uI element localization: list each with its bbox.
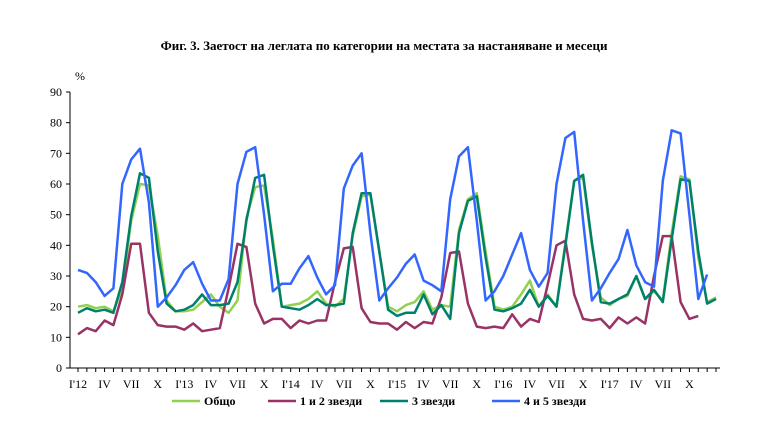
x-tick-label: X xyxy=(153,377,162,391)
x-tick-label: I'15 xyxy=(388,377,406,391)
legend-label-2: 1 и 2 звезди xyxy=(300,394,362,408)
series-group xyxy=(77,129,717,336)
x-tick-label: IV xyxy=(524,377,537,391)
x-tick-label: X xyxy=(685,377,694,391)
x-tick-label: VII xyxy=(654,377,671,391)
series-line-4 xyxy=(77,129,709,308)
y-tick-label: 60 xyxy=(50,177,62,191)
y-tick-label: 70 xyxy=(50,146,62,160)
y-tick-label: 0 xyxy=(56,361,62,375)
y-tick-label: 30 xyxy=(50,269,62,283)
x-tick-label: X xyxy=(472,377,481,391)
x-tick-label: IV xyxy=(311,377,324,391)
legend-label-4: 4 и 5 звезди xyxy=(524,394,586,408)
x-tick-label: I'14 xyxy=(282,377,300,391)
x-tick-label: X xyxy=(366,377,375,391)
series-line-3 xyxy=(77,172,717,321)
x-axis-ticks: I'12 IV VII X I'13 IV VII X I'14 IV VII X I'15 IV VII X… xyxy=(69,368,717,391)
x-tick-label: I'12 xyxy=(69,377,87,391)
x-tick-label: I'17 xyxy=(601,377,619,391)
x-tick-label: VII xyxy=(335,377,352,391)
x-tick-label: IV xyxy=(98,377,111,391)
series-line-1 xyxy=(77,175,717,315)
y-tick-label: 80 xyxy=(50,116,62,130)
legend-label-1: Общо xyxy=(204,394,235,408)
x-tick-label: X xyxy=(579,377,588,391)
x-tick-label: I'16 xyxy=(494,377,512,391)
x-tick-label: X xyxy=(260,377,269,391)
y-tick-label: 40 xyxy=(50,238,62,252)
y-tick-label: 90 xyxy=(50,85,62,99)
x-tick-label: I'13 xyxy=(175,377,193,391)
legend-label-3: 3 звезди xyxy=(412,394,455,408)
x-tick-label: VII xyxy=(123,377,140,391)
y-axis-ticks: 0 10 20 30 40 50 60 70 80 90 xyxy=(50,85,70,375)
x-tick-label: IV xyxy=(205,377,218,391)
x-tick-label: VII xyxy=(229,377,246,391)
y-tick-label: 20 xyxy=(50,300,62,314)
series-line-2 xyxy=(77,234,699,336)
axes xyxy=(69,92,720,369)
legend: Общо 1 и 2 звезди 3 звезди 4 и 5 звезди xyxy=(172,394,586,408)
y-tick-label: 50 xyxy=(50,208,62,222)
x-tick-label: IV xyxy=(630,377,643,391)
x-tick-label: VII xyxy=(442,377,459,391)
y-tick-label: 10 xyxy=(50,330,62,344)
y-axis-label: % xyxy=(75,69,85,83)
x-tick-label: IV xyxy=(417,377,430,391)
chart-title: Фиг. 3. Заетост на леглата по категории … xyxy=(160,38,608,53)
x-tick-label: VII xyxy=(548,377,565,391)
